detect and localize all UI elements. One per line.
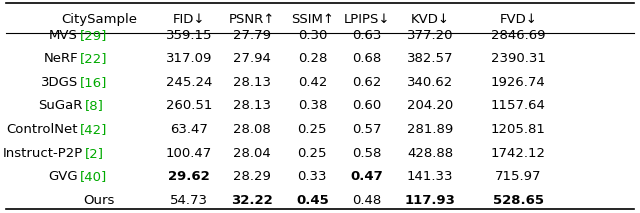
Text: 0.62: 0.62 — [352, 76, 381, 89]
Text: 0.47: 0.47 — [350, 170, 383, 183]
Text: 1742.12: 1742.12 — [491, 147, 546, 160]
Text: 340.62: 340.62 — [407, 76, 453, 89]
Text: FID↓: FID↓ — [173, 13, 205, 26]
Text: CitySample: CitySample — [61, 13, 137, 26]
Text: GVG: GVG — [49, 170, 78, 183]
Text: 28.13: 28.13 — [232, 76, 271, 89]
Text: 0.60: 0.60 — [352, 99, 381, 112]
Text: 2390.31: 2390.31 — [491, 52, 546, 65]
Text: 317.09: 317.09 — [166, 52, 212, 65]
Text: 0.42: 0.42 — [298, 76, 327, 89]
Text: 117.93: 117.93 — [404, 194, 456, 207]
Text: NeRF: NeRF — [44, 52, 78, 65]
Text: [40]: [40] — [80, 170, 108, 183]
Text: 0.38: 0.38 — [298, 99, 327, 112]
Text: 29.62: 29.62 — [168, 170, 210, 183]
Text: 204.20: 204.20 — [407, 99, 453, 112]
Text: 63.47: 63.47 — [170, 123, 208, 136]
Text: Ours: Ours — [83, 194, 115, 207]
Text: 1157.64: 1157.64 — [491, 99, 546, 112]
Text: 0.63: 0.63 — [352, 29, 381, 42]
Text: [42]: [42] — [80, 123, 108, 136]
Text: 54.73: 54.73 — [170, 194, 208, 207]
Text: 715.97: 715.97 — [495, 170, 541, 183]
Text: 0.30: 0.30 — [298, 29, 327, 42]
Text: 27.94: 27.94 — [232, 52, 271, 65]
Text: ControlNet: ControlNet — [6, 123, 78, 136]
Text: 528.65: 528.65 — [493, 194, 544, 207]
Text: MVS: MVS — [49, 29, 78, 42]
Text: 359.15: 359.15 — [166, 29, 212, 42]
Text: 1205.81: 1205.81 — [491, 123, 546, 136]
Text: 100.47: 100.47 — [166, 147, 212, 160]
Text: 28.08: 28.08 — [233, 123, 270, 136]
Text: 28.29: 28.29 — [232, 170, 271, 183]
Text: [16]: [16] — [80, 76, 108, 89]
Text: FVD↓: FVD↓ — [499, 13, 538, 26]
Text: 382.57: 382.57 — [407, 52, 453, 65]
Text: 0.45: 0.45 — [296, 194, 329, 207]
Text: 28.04: 28.04 — [233, 147, 270, 160]
Text: 0.28: 0.28 — [298, 52, 327, 65]
Text: 245.24: 245.24 — [166, 76, 212, 89]
Text: 428.88: 428.88 — [407, 147, 453, 160]
Text: SuGaR: SuGaR — [38, 99, 83, 112]
Text: 0.57: 0.57 — [352, 123, 381, 136]
Text: KVD↓: KVD↓ — [411, 13, 449, 26]
Text: Instruct-P2P: Instruct-P2P — [3, 147, 83, 160]
Text: 27.79: 27.79 — [232, 29, 271, 42]
Text: 0.58: 0.58 — [352, 147, 381, 160]
Text: 3DGS: 3DGS — [41, 76, 78, 89]
Text: 2846.69: 2846.69 — [491, 29, 546, 42]
Text: [22]: [22] — [80, 52, 108, 65]
Text: 28.13: 28.13 — [232, 99, 271, 112]
Text: 0.68: 0.68 — [352, 52, 381, 65]
Text: 0.33: 0.33 — [298, 170, 327, 183]
Text: PSNR↑: PSNR↑ — [228, 13, 275, 26]
Text: [8]: [8] — [85, 99, 104, 112]
Text: 377.20: 377.20 — [407, 29, 453, 42]
Text: SSIM↑: SSIM↑ — [291, 13, 334, 26]
Text: 0.25: 0.25 — [298, 123, 327, 136]
Text: 141.33: 141.33 — [407, 170, 453, 183]
Text: 32.22: 32.22 — [230, 194, 273, 207]
Text: 0.48: 0.48 — [352, 194, 381, 207]
Text: 0.25: 0.25 — [298, 147, 327, 160]
Text: 281.89: 281.89 — [407, 123, 453, 136]
Text: [2]: [2] — [85, 147, 104, 160]
Text: LPIPS↓: LPIPS↓ — [344, 13, 390, 26]
Text: 1926.74: 1926.74 — [491, 76, 546, 89]
Text: 260.51: 260.51 — [166, 99, 212, 112]
Text: [29]: [29] — [80, 29, 108, 42]
